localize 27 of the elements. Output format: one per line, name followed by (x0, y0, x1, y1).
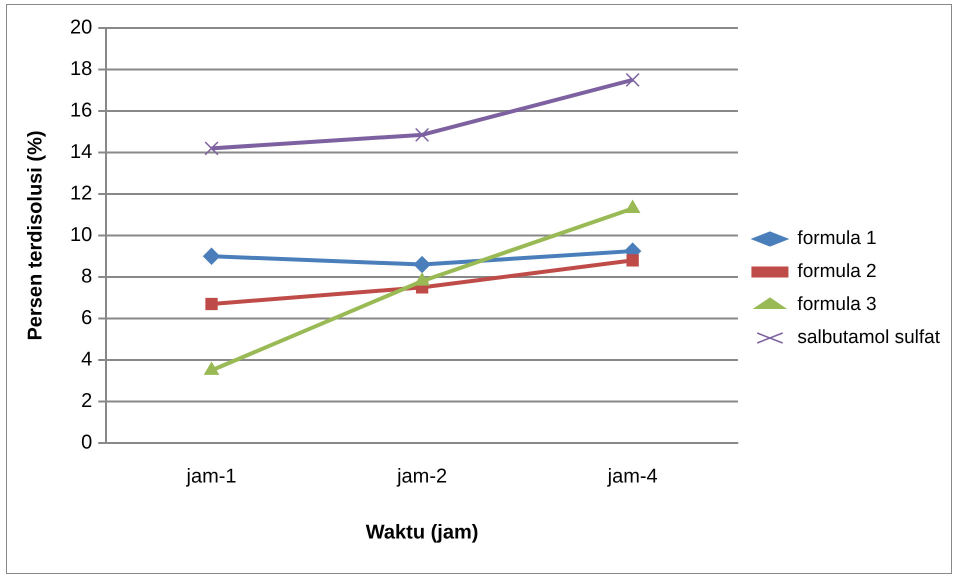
x-tick-label: jam-4 (606, 466, 658, 488)
y-tick-label: 10 (70, 224, 92, 246)
legend-label: formula 3 (797, 294, 877, 316)
x-tick-label: jam-1 (186, 466, 237, 488)
legend-label: formula 1 (797, 228, 877, 250)
y-tick-label: 16 (70, 100, 92, 122)
legend-label: salbutamol sulfat (797, 327, 941, 348)
y-tick-label: 6 (81, 307, 92, 330)
point (414, 256, 431, 274)
y-tick-label: 4 (81, 348, 92, 371)
point (414, 128, 430, 142)
x-axis-title: Waktu (jam) (366, 522, 478, 544)
point (626, 72, 640, 87)
point (626, 254, 639, 267)
y-tick-label: 18 (70, 58, 92, 80)
point (205, 298, 218, 310)
x-tick-label: jam-2 (396, 466, 448, 488)
y-tick-label: 2 (81, 390, 92, 412)
y-tick-label: 12 (70, 182, 92, 205)
point (204, 141, 219, 156)
y-axis-title: Persen terdisolusi (%) (24, 130, 47, 341)
y-tick-label: 8 (81, 266, 92, 288)
y-tick-label: 14 (70, 141, 92, 164)
point (203, 248, 220, 265)
legend-label: formula 2 (797, 261, 877, 282)
y-tick-label: 20 (70, 16, 92, 39)
y-tick-label: 0 (81, 432, 92, 454)
